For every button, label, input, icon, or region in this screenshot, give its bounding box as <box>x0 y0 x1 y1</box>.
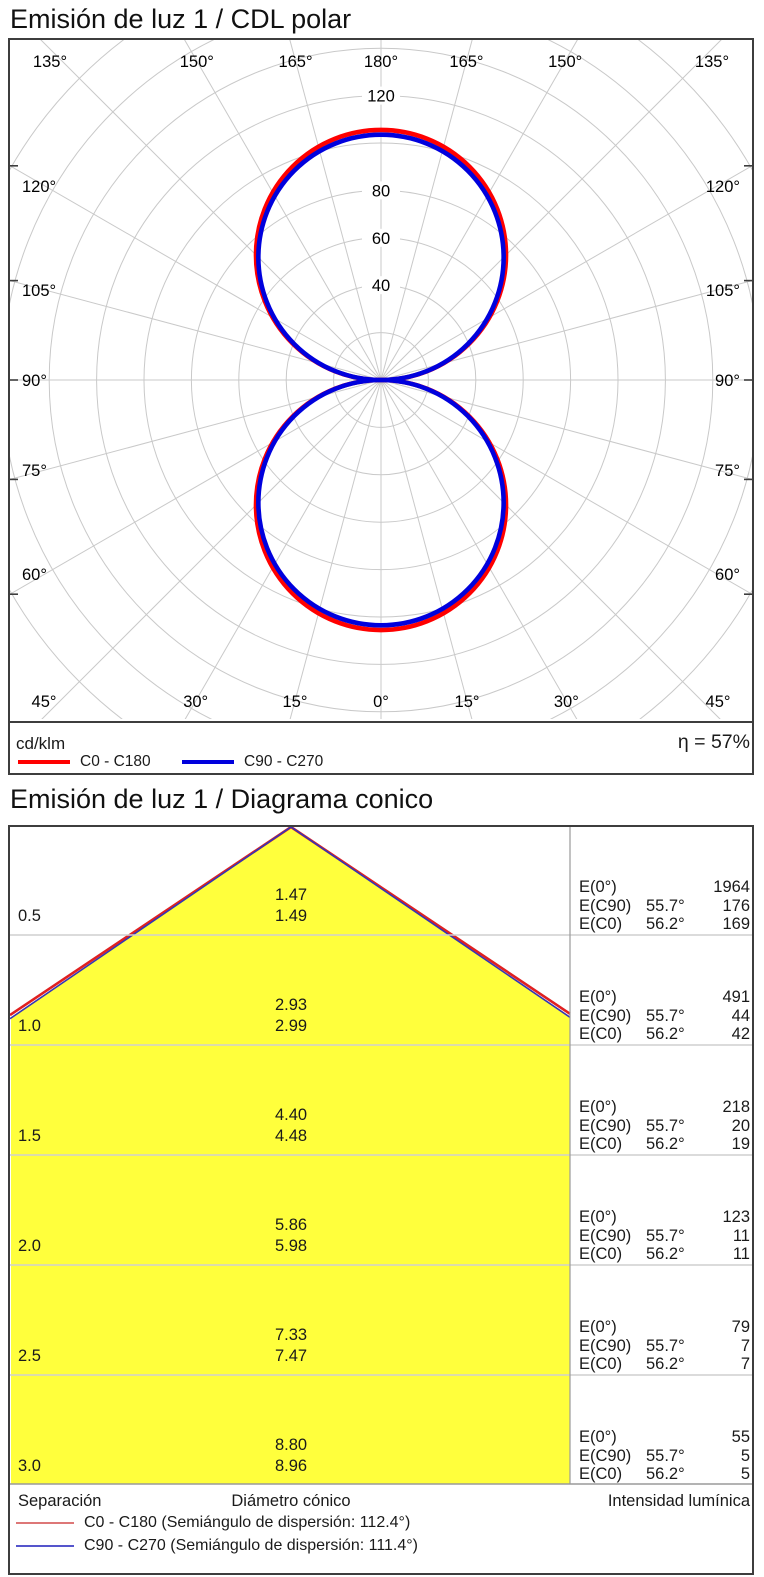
polar-grid-spoke <box>380 379 721 719</box>
cone-edge-c0 <box>10 827 571 1017</box>
polar-radial-tick-label: 40 <box>372 277 390 295</box>
cone-col-diameter: Diámetro cónico <box>231 1492 351 1510</box>
polar-angle-label-right: 105° <box>706 282 740 300</box>
cone-edge-c90 <box>10 827 571 1020</box>
polar-grid-spoke <box>10 280 382 381</box>
polar-unit-label: cd/klm <box>16 734 66 753</box>
polar-efficiency-label: η = 57% <box>677 731 750 753</box>
polar-grid-spoke <box>380 165 752 381</box>
cone-section-title: Emisión de luz 1 / Diagrama conico <box>10 784 434 814</box>
polar-angle-label-bottom: 30° <box>554 693 579 711</box>
polar-radial-label-mask <box>362 86 400 105</box>
cone-legend-c0-swatch <box>16 1522 74 1524</box>
polar-grid-spoke <box>10 379 382 595</box>
polar-angle-label-bottom: 15° <box>455 693 480 711</box>
polar-angle-label-bottom: 0° <box>373 693 389 711</box>
polar-legend-divider <box>10 721 752 723</box>
polar-angle-label-right: 120° <box>706 178 740 196</box>
polar-legend-c90-label: C90 - C270 <box>244 753 324 770</box>
polar-grid-spoke <box>10 165 382 381</box>
polar-radial-label-mask <box>362 276 400 295</box>
polar-grid-spoke <box>380 40 473 381</box>
polar-angle-label-left: 105° <box>22 282 56 300</box>
polar-angle-label-right: 60° <box>715 566 740 584</box>
polar-angle-label-left: 60° <box>22 566 47 584</box>
polar-grid-spoke <box>380 379 473 719</box>
polar-grid-spoke <box>289 40 382 381</box>
polar-angle-label-top: 165° <box>278 53 312 71</box>
polar-legend-c0-swatch <box>18 760 70 764</box>
polar-grid-spoke <box>380 379 752 595</box>
polar-section-title: Emisión de luz 1 / CDL polar <box>10 4 352 34</box>
polar-grid-spoke <box>40 40 382 381</box>
polar-angle-label-top: 150° <box>180 53 214 71</box>
polar-grid-spoke <box>380 379 752 480</box>
cone-legend-c0-label: C0 - C180 (Semiángulo de dispersión: 112… <box>84 1514 411 1531</box>
cone-diagram <box>10 827 752 1485</box>
cone-legend-c90-label: C90 - C270 (Semiángulo de dispersión: 11… <box>84 1537 418 1554</box>
polar-grid-spoke <box>380 379 578 719</box>
polar-angle-label-bottom: 45° <box>706 693 731 711</box>
polar-radial-tick-label: 60 <box>372 230 390 248</box>
polar-curve-c90-c270 <box>256 377 506 628</box>
polar-legend-c90-swatch <box>182 760 234 764</box>
polar-grid-spoke <box>10 379 382 480</box>
polar-grid-spoke <box>380 40 578 381</box>
cone-col-intensity: Intensidad lumínica <box>607 1492 750 1510</box>
cone-legend-c90-swatch <box>16 1545 74 1547</box>
polar-radial-tick-label: 80 <box>372 182 390 200</box>
polar-radial-tick-label: 120 <box>367 88 395 106</box>
polar-grid-spoke <box>184 40 382 381</box>
polar-radial-label-mask <box>362 228 400 247</box>
polar-grid-spoke <box>380 280 752 381</box>
cone-col-separation: Separación <box>18 1492 102 1510</box>
polar-angle-label-bottom: 30° <box>183 693 208 711</box>
polar-angle-label-top: 165° <box>449 53 483 71</box>
polar-legend-c0-label: C0 - C180 <box>80 753 151 770</box>
polar-angle-label-top: 150° <box>548 53 582 71</box>
polar-grid-spoke <box>184 379 382 719</box>
polar-angle-label-right: 75° <box>715 462 740 480</box>
polar-angle-label-bottom: 15° <box>283 693 308 711</box>
polar-angle-label-bottom: 45° <box>32 693 57 711</box>
polar-grid-spoke <box>289 379 382 719</box>
polar-grid-spoke <box>380 40 722 381</box>
polar-angle-label-left: 75° <box>22 462 47 480</box>
polar-angle-label-top: 180° <box>364 53 398 71</box>
polar-chart: 40 60 80 120 135° 150° 165° 180° 165° 150° 135° 45°… <box>10 40 752 719</box>
polar-radial-label-mask <box>362 181 400 200</box>
polar-angle-label-top: 135° <box>33 53 67 71</box>
polar-angle-label-top: 135° <box>695 53 729 71</box>
polar-angle-label-left: 120° <box>22 178 56 196</box>
polar-angle-label-left: 90° <box>22 372 47 390</box>
polar-grid-spoke <box>41 379 382 719</box>
polar-angle-label-right: 90° <box>715 372 740 390</box>
